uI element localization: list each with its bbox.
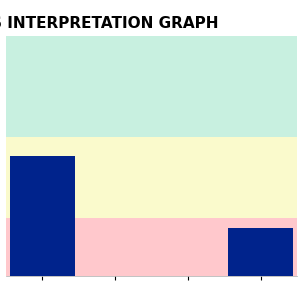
Bar [6, 137, 297, 218]
Bar [6, 218, 297, 276]
Bar [6, 36, 297, 137]
Text: S INTERPRETATION GRAPH: S INTERPRETATION GRAPH [0, 16, 219, 31]
Bar [10, 156, 75, 276]
Bar [228, 228, 293, 276]
